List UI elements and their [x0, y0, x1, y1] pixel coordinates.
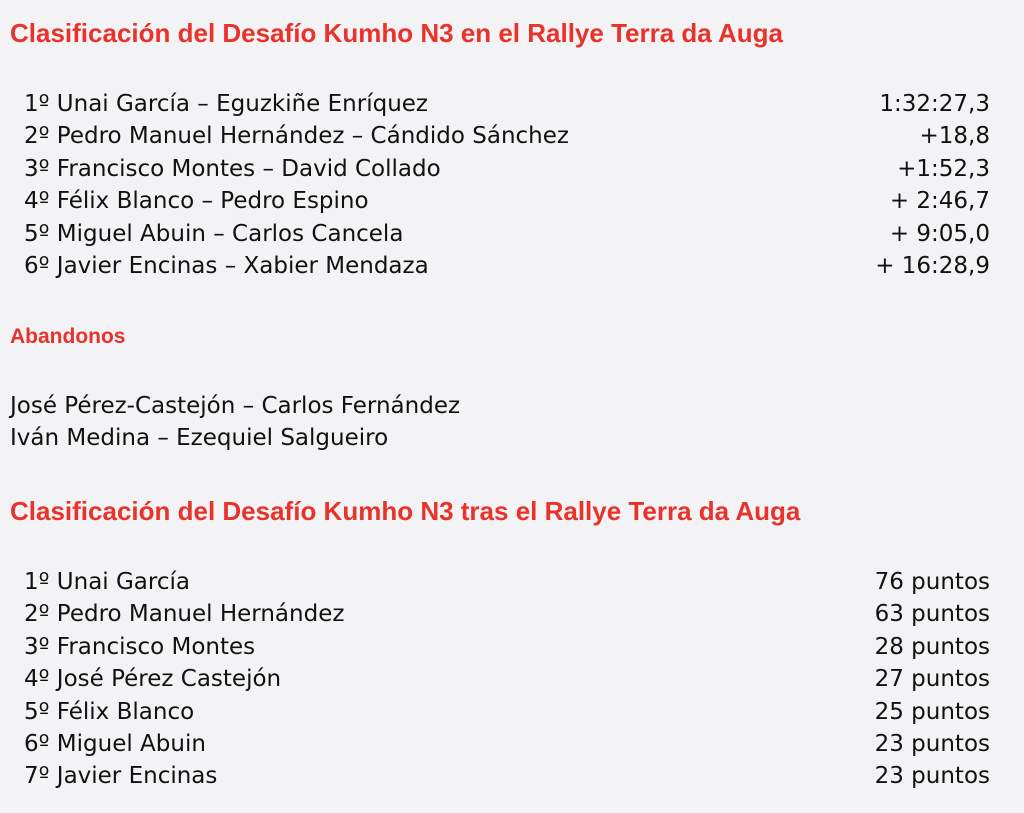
crew-name: 2º Pedro Manuel Hernández – Cándido Sánc…	[24, 123, 569, 150]
abandonos-heading: Abandonos	[10, 325, 126, 348]
table-row: 2º Pedro Manuel Hernández – Cándido Sánc…	[24, 120, 990, 152]
table-row: 3º Francisco Montes 28 puntos	[24, 631, 990, 663]
championship-standings-title: Clasificación del Desafío Kumho N3 tras …	[10, 496, 801, 526]
table-row: 6º Miguel Abuin 23 puntos	[24, 728, 990, 760]
table-row: 1º Unai García 76 puntos	[24, 566, 990, 598]
crew-name: 3º Francisco Montes – David Collado	[24, 155, 441, 182]
driver-points: 23 puntos	[874, 730, 990, 757]
driver-points: 28 puntos	[874, 633, 990, 660]
abandonos-list: José Pérez-Castejón – Carlos Fernández I…	[10, 390, 990, 455]
list-item: Iván Medina – Ezequiel Salgueiro	[10, 425, 389, 452]
crew-time: + 16:28,9	[875, 252, 990, 279]
crew-name: 6º Javier Encinas – Xabier Mendaza	[24, 252, 429, 279]
crew-time: +1:52,3	[897, 155, 990, 182]
crew-name: 5º Miguel Abuin – Carlos Cancela	[24, 220, 404, 247]
crew-time: 1:32:27,3	[879, 91, 990, 117]
table-row: 4º José Pérez Castejón 27 puntos	[24, 663, 990, 695]
table-row: 4º Félix Blanco – Pedro Espino + 2:46,7	[24, 185, 990, 217]
driver-points: 27 puntos	[874, 666, 990, 693]
race-classification-list: 1º Unai García – Eguzkiñe Enríquez 1:32:2…	[24, 88, 990, 282]
race-classification-title: Clasificación del Desafío Kumho N3 en el…	[10, 18, 784, 48]
crew-time: +18,8	[919, 123, 990, 150]
table-row: 3º Francisco Montes – David Collado +1:52…	[24, 153, 990, 185]
table-row: 7º Javier Encinas 23 puntos	[24, 760, 990, 792]
table-row: 5º Miguel Abuin – Carlos Cancela + 9:05,0	[24, 218, 990, 250]
list-item: José Pérez-Castejón – Carlos Fernández	[10, 393, 461, 419]
table-row: 1º Unai García – Eguzkiñe Enríquez 1:32:2…	[24, 88, 990, 120]
driver-name: 4º José Pérez Castejón	[24, 666, 282, 693]
crew-time: + 2:46,7	[889, 188, 990, 215]
driver-name: 2º Pedro Manuel Hernández	[24, 601, 345, 628]
crew-name: 4º Félix Blanco – Pedro Espino	[24, 188, 369, 215]
crew-time: + 9:05,0	[889, 220, 990, 247]
driver-name: 7º Javier Encinas	[24, 763, 218, 790]
driver-points: 76 puntos	[874, 569, 990, 595]
driver-points: 23 puntos	[874, 763, 990, 790]
driver-points: 63 puntos	[874, 601, 990, 628]
driver-name: 3º Francisco Montes	[24, 633, 256, 660]
crew-name: 1º Unai García – Eguzkiñe Enríquez	[24, 91, 428, 117]
table-row: 6º Javier Encinas – Xabier Mendaza + 16:2…	[24, 250, 990, 282]
driver-name: 5º Félix Blanco	[24, 698, 195, 725]
driver-name: 1º Unai García	[24, 569, 190, 595]
championship-standings-list: 1º Unai García 76 puntos 2º Pedro Manuel …	[24, 566, 990, 793]
table-row: 5º Félix Blanco 25 puntos	[24, 696, 990, 728]
table-row: 2º Pedro Manuel Hernández 63 puntos	[24, 598, 990, 630]
driver-name: 6º Miguel Abuin	[24, 730, 206, 757]
driver-points: 25 puntos	[874, 698, 990, 725]
